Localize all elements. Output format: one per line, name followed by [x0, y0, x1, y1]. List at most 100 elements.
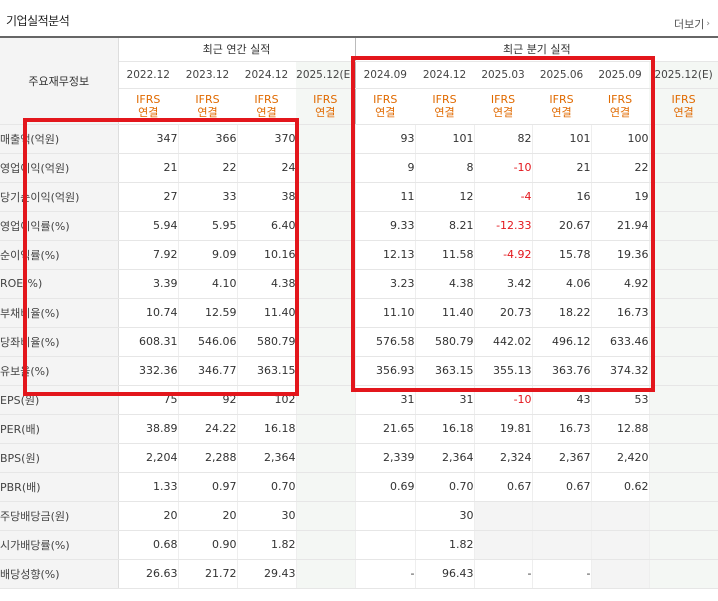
table-cell: 31	[415, 385, 475, 415]
table-cell	[591, 501, 650, 531]
table-cell: 10.16	[237, 240, 297, 270]
table-cell: 3.23	[354, 269, 416, 299]
table-cell: 12.59	[178, 298, 238, 328]
basis-standard: IFRS	[607, 93, 633, 106]
basis-scope: 연결	[197, 106, 218, 119]
table-cell: 0.97	[178, 472, 238, 502]
basis-header: IFRS 연결	[532, 88, 592, 125]
more-link[interactable]: 더보기 ›	[674, 16, 710, 32]
table-cell: 576.58	[354, 327, 416, 357]
row-label: EPS(원)	[0, 385, 119, 415]
basis-standard: IFRS	[313, 93, 338, 106]
table-cell: 29.43	[237, 559, 297, 589]
table-cell	[649, 356, 718, 386]
table-cell: 11.40	[415, 298, 475, 328]
table-cell: 75	[118, 385, 179, 415]
table-cell: 356.93	[354, 356, 416, 386]
table-cell	[296, 124, 356, 154]
table-cell	[532, 501, 592, 531]
row-label: 주당배당금(원)	[0, 501, 119, 531]
table-cell: 370	[237, 124, 297, 154]
basis-standard: IFRS	[432, 93, 457, 106]
basis-scope: 연결	[492, 106, 514, 119]
table-cell: 15.78	[532, 240, 592, 270]
table-cell	[649, 414, 718, 444]
table-cell: 4.38	[415, 269, 475, 299]
table-cell: 363.76	[532, 356, 592, 386]
table-cell: 633.46	[591, 327, 650, 357]
table-cell: 30	[415, 501, 475, 531]
table-cell: 20.73	[474, 298, 533, 328]
table-cell	[296, 530, 356, 560]
row-label: PBR(배)	[0, 472, 119, 502]
table-cell: 22	[591, 153, 650, 183]
table-cell	[296, 298, 356, 328]
basis-standard: IFRS	[136, 93, 161, 106]
table-cell	[296, 472, 356, 502]
table-cell: 0.67	[532, 472, 592, 502]
basis-header: IFRS 연결	[296, 88, 356, 125]
table-cell: 9.33	[354, 211, 416, 241]
table-row: 배당성향(%) 26.63 21.72 29.43-96.43- -	[0, 559, 718, 589]
table-cell: 2,420	[591, 443, 650, 473]
table-row: 당기순이익(억원) 27 33 38 11 12 -4 16 19	[0, 182, 718, 212]
table-cell: 11.40	[237, 298, 297, 328]
table-row: 순이익률(%) 7.92 9.09 10.16 12.13 11.58 -4.92 15.78…	[0, 240, 718, 270]
table-cell	[649, 269, 718, 299]
table-cell: 30	[237, 501, 297, 531]
more-label[interactable]: 더보기	[674, 18, 705, 31]
table-cell: 20.67	[532, 211, 592, 241]
table-cell: 19.81	[474, 414, 533, 444]
table-row: 매출액(억원) 347 366 370 93 101 82 101 100	[0, 124, 718, 154]
basis-standard: IFRS	[373, 93, 398, 106]
table-cell: 546.06	[178, 327, 238, 357]
table-cell: 366	[178, 124, 238, 154]
table-cell: -	[474, 559, 533, 589]
table-cell: 38.89	[118, 414, 179, 444]
table-cell	[296, 211, 356, 241]
table-cell: 3.42	[474, 269, 533, 299]
table-cell: 16.18	[415, 414, 475, 444]
basis-scope: 연결	[551, 106, 572, 119]
period-header: 2022.12	[118, 61, 178, 89]
table-cell: 332.36	[118, 356, 179, 386]
table-cell: 2,367	[532, 443, 592, 473]
table-cell: 1.82	[237, 530, 297, 560]
table-cell: 11.58	[415, 240, 475, 270]
table-cell: 608.31	[118, 327, 179, 357]
table-cell: 442.02	[474, 327, 533, 357]
table-cell	[296, 269, 356, 299]
table-cell: 101	[532, 124, 592, 154]
table-cell: 18.22	[532, 298, 592, 328]
table-cell: 355.13	[474, 356, 533, 386]
table-cell: 12.13	[354, 240, 416, 270]
table-cell: 2,324	[474, 443, 533, 473]
basis-scope: 연결	[375, 106, 396, 119]
table-cell: 10.74	[118, 298, 179, 328]
table-cell: 43	[532, 385, 592, 415]
period-header: 2024.12	[237, 61, 296, 89]
basis-standard: IFRS	[254, 93, 279, 106]
basis-standard: IFRS	[490, 93, 516, 106]
table-cell	[649, 240, 718, 270]
table-cell: 4.06	[532, 269, 592, 299]
table-cell: 346.77	[178, 356, 238, 386]
period-header: 2025.12(E)	[296, 61, 356, 89]
table-row: 영업이익률(%) 5.94 5.95 6.40 9.33 8.21 -12.33 20.67 2…	[0, 211, 718, 241]
table-cell: 92	[178, 385, 238, 415]
table-cell: -10	[474, 153, 533, 183]
table-cell	[591, 530, 650, 560]
table-row: 주당배당금(원) 20 20 30 30	[0, 501, 718, 531]
table-cell: 8	[415, 153, 475, 183]
table-cell: 20	[178, 501, 238, 531]
table-row: 시가배당률(%) 0.68 0.90 1.82 1.82	[0, 530, 718, 560]
basis-standard: IFRS	[195, 93, 220, 106]
row-label: 당좌비율(%)	[0, 327, 119, 357]
table-cell	[649, 153, 718, 183]
table-cell: -	[532, 559, 592, 589]
table-cell: 0.69	[354, 472, 416, 502]
row-label: 매출액(억원)	[0, 124, 119, 154]
basis-scope: 연결	[673, 106, 694, 119]
basis-scope: 연결	[609, 106, 631, 119]
table-cell	[532, 530, 592, 560]
